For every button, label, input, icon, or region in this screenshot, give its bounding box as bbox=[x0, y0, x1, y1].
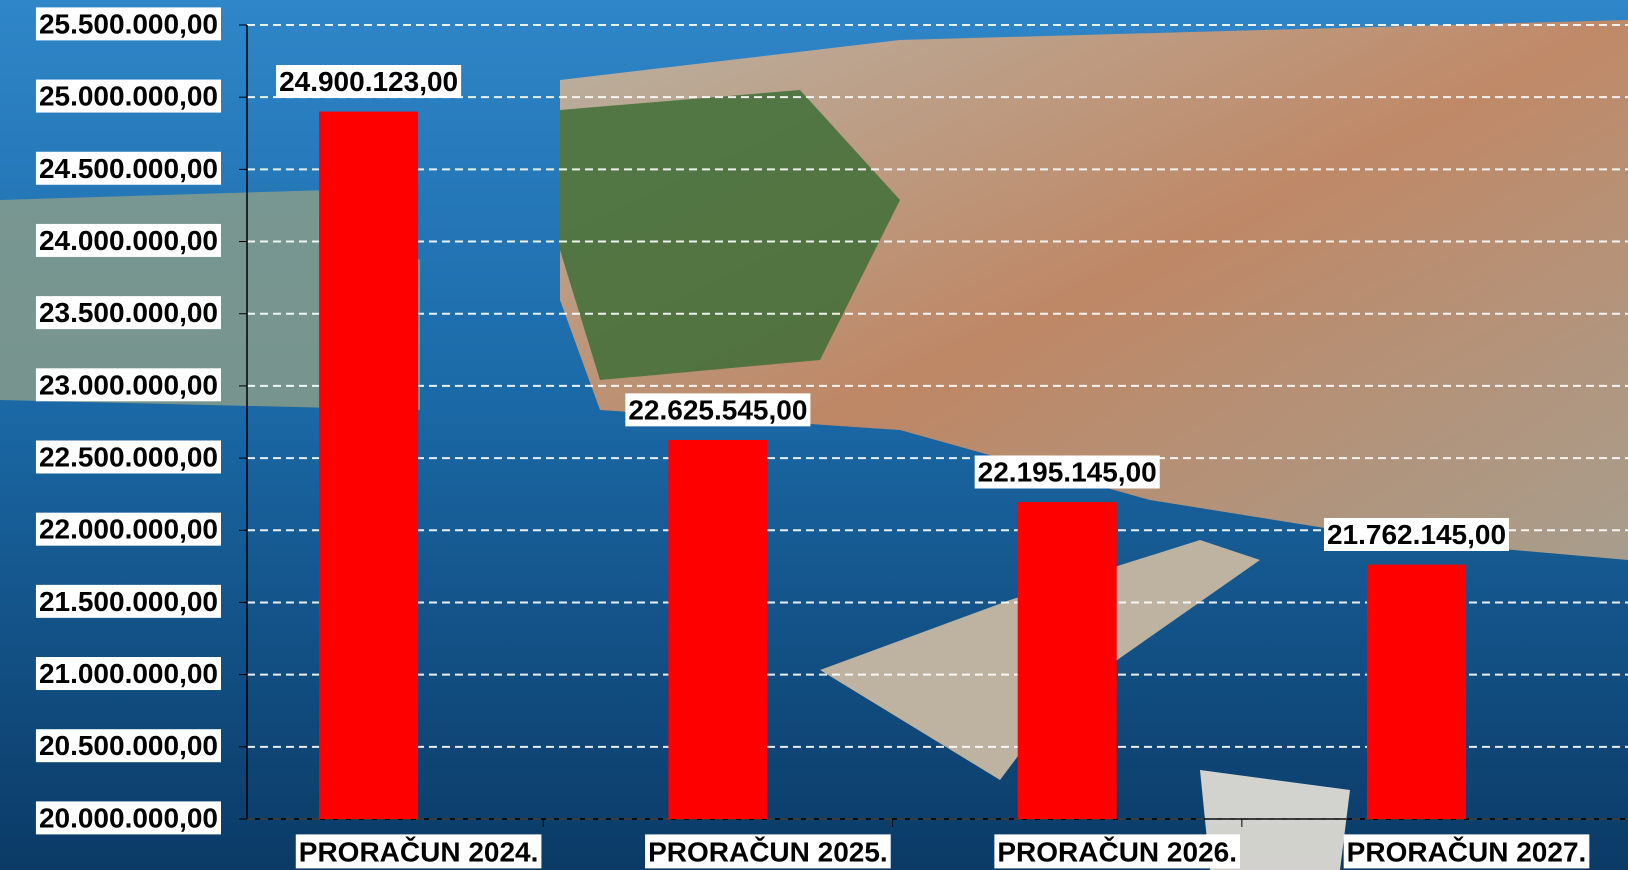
y-tick-label-background bbox=[35, 584, 221, 618]
value-label-box: 22.625.545,00 bbox=[625, 393, 811, 427]
y-tick-label: 21.000.000,00 bbox=[39, 658, 218, 689]
value-label-background bbox=[625, 393, 811, 427]
y-tick-label-background bbox=[35, 296, 221, 330]
y-tick-label-background bbox=[35, 440, 221, 474]
y-tick-label-background bbox=[35, 7, 221, 41]
y-tick-label: 22.500.000,00 bbox=[39, 441, 218, 472]
x-tick-label-box: PRORAČUN 2027. bbox=[1343, 834, 1590, 869]
y-tick-label: 22.000.000,00 bbox=[39, 514, 218, 545]
y-tick-label-background bbox=[35, 801, 221, 835]
value-label-box: 24.900.123,00 bbox=[276, 64, 462, 98]
y-tick-label-box: 21.000.000,00 bbox=[35, 657, 221, 691]
value-label: 22.625.545,00 bbox=[628, 394, 807, 425]
y-tick-label-box: 20.000.000,00 bbox=[35, 801, 221, 835]
y-tick-label-box: 25.000.000,00 bbox=[35, 79, 221, 113]
y-tick-label: 25.500.000,00 bbox=[39, 8, 218, 39]
value-label-background bbox=[1323, 518, 1510, 552]
y-tick-label: 20.500.000,00 bbox=[39, 730, 218, 761]
y-tick-label-box: 22.500.000,00 bbox=[35, 440, 221, 474]
y-tick-label-box: 22.000.000,00 bbox=[35, 512, 221, 546]
bar bbox=[319, 111, 419, 820]
value-label-background bbox=[974, 455, 1160, 489]
y-tick-label: 20.000.000,00 bbox=[39, 802, 218, 833]
value-label-box: 22.195.145,00 bbox=[974, 455, 1160, 489]
bar bbox=[1367, 564, 1466, 819]
y-tick-label-background bbox=[35, 79, 221, 113]
value-label-box: 21.762.145,00 bbox=[1323, 518, 1510, 552]
labels: 20.000.000,00 20.500.000,00 21.000.000,00 2… bbox=[35, 7, 1590, 869]
x-tick-label-box: PRORAČUN 2026. bbox=[994, 834, 1241, 869]
x-tick-label-box: PRORAČUN 2024. bbox=[295, 834, 542, 869]
y-tick-label: 23.500.000,00 bbox=[39, 297, 218, 328]
y-tick-label-box: 25.500.000,00 bbox=[35, 7, 221, 41]
x-tick-label: PRORAČUN 2026. bbox=[997, 835, 1237, 867]
y-tick-label-box: 23.000.000,00 bbox=[35, 368, 221, 402]
y-tick-label: 25.000.000,00 bbox=[39, 81, 218, 112]
bar bbox=[668, 439, 768, 819]
y-tick-label-background bbox=[35, 223, 221, 257]
x-tick-label: PRORAČUN 2027. bbox=[1347, 835, 1587, 867]
x-tick-label-box: PRORAČUN 2025. bbox=[645, 834, 891, 869]
y-tick-label-box: 20.500.000,00 bbox=[35, 729, 221, 763]
y-tick-label-background bbox=[35, 368, 221, 402]
x-tick-label-background bbox=[994, 834, 1241, 869]
x-tick-label: PRORAČUN 2024. bbox=[299, 835, 539, 867]
y-tick-label: 24.500.000,00 bbox=[39, 153, 218, 184]
x-tick-label: PRORAČUN 2025. bbox=[648, 835, 888, 867]
y-tick-label: 23.000.000,00 bbox=[39, 369, 218, 400]
value-label: 21.762.145,00 bbox=[1327, 519, 1506, 550]
y-tick-label-box: 24.000.000,00 bbox=[35, 223, 221, 257]
value-label-background bbox=[276, 64, 462, 98]
bars bbox=[319, 111, 1466, 820]
value-label: 22.195.145,00 bbox=[978, 456, 1157, 487]
x-tick-label-background bbox=[1343, 834, 1590, 869]
y-tick-label-background bbox=[35, 512, 221, 546]
y-tick-label-box: 21.500.000,00 bbox=[35, 584, 221, 618]
y-tick-label-background bbox=[35, 151, 221, 185]
y-tick-label-box: 24.500.000,00 bbox=[35, 151, 221, 185]
value-label: 24.900.123,00 bbox=[279, 66, 458, 97]
y-tick-label: 24.000.000,00 bbox=[39, 225, 218, 256]
y-tick-label: 21.500.000,00 bbox=[39, 586, 218, 617]
x-tick-label-background bbox=[645, 834, 891, 869]
y-tick-label-background bbox=[35, 729, 221, 763]
bar bbox=[1017, 502, 1117, 819]
x-tick-label-background bbox=[295, 834, 542, 869]
y-tick-label-background bbox=[35, 657, 221, 691]
y-tick-label-box: 23.500.000,00 bbox=[35, 296, 221, 330]
